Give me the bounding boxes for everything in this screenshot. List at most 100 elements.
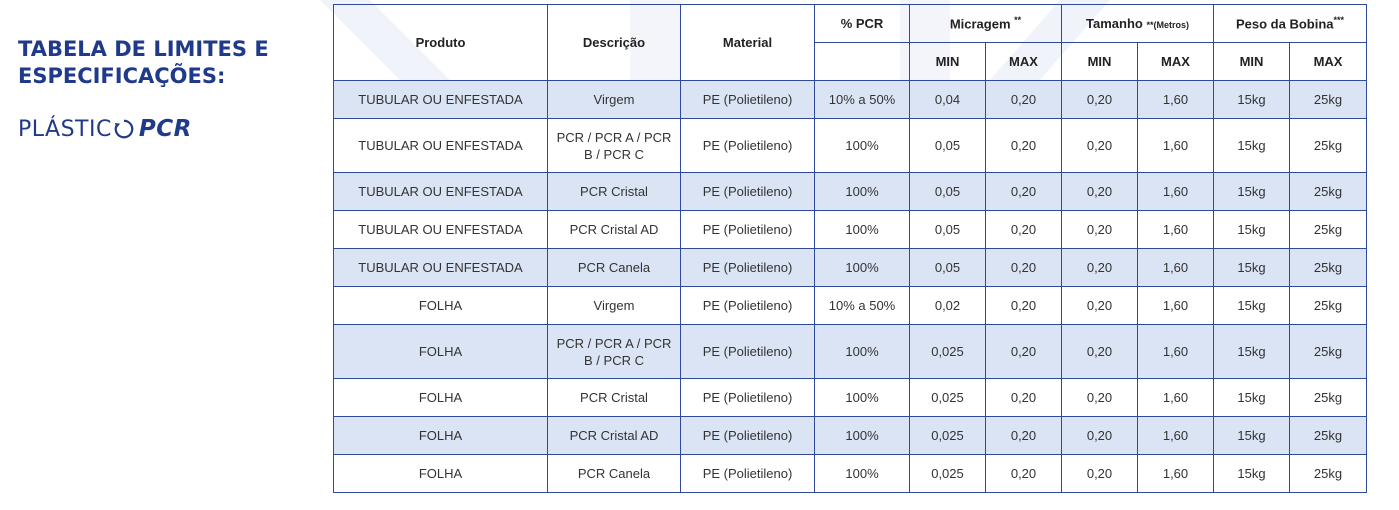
cell-tam-min: 0,20 <box>1061 248 1138 287</box>
cell-material: PE (Polietileno) <box>680 286 815 325</box>
cell-peso-max: 25kg <box>1288 118 1368 173</box>
cell-produto: TUBULAR OU ENFESTADA <box>333 248 548 287</box>
header-micragem: Micragem ** <box>909 4 1062 43</box>
cell-produto: FOLHA <box>333 416 548 455</box>
cell-descricao: Virgem <box>547 286 681 325</box>
cell-descricao: PCR / PCR A / PCR B / PCR C <box>547 324 681 379</box>
cell-mic-max: 0,20 <box>985 172 1062 211</box>
cell-tam-max: 1,60 <box>1137 118 1214 173</box>
header-tamanho-note: **(Metros) <box>1146 20 1189 30</box>
cell-tam-max: 1,60 <box>1137 210 1214 249</box>
cell-peso-min: 15kg <box>1213 172 1290 211</box>
cell-descricao-text: PCR Cristal AD <box>569 222 659 237</box>
table-row: TUBULAR OU ENFESTADA Virgem PE (Polietil… <box>333 80 1368 119</box>
table-row: FOLHA PCR Cristal AD PE (Polietileno) 10… <box>333 416 1368 455</box>
cell-tam-max: 1,60 <box>1137 80 1214 119</box>
cell-tam-max: 1,60 <box>1137 172 1214 211</box>
cell-tam-min: 0,20 <box>1061 286 1138 325</box>
cell-tam-min: 0,20 <box>1061 416 1138 455</box>
cell-pcr: 100% <box>814 172 910 211</box>
spec-table: Produto Descrição Material % PCR Micrage… <box>333 4 1368 493</box>
cell-tam-max: 1,60 <box>1137 454 1214 493</box>
page-title-line-1: TABELA DE LIMITES E <box>18 37 269 61</box>
cell-peso-min: 15kg <box>1213 454 1290 493</box>
cell-descricao: PCR Canela <box>547 454 681 493</box>
table-row: TUBULAR OU ENFESTADA PCR / PCR A / PCR B… <box>333 118 1368 173</box>
cell-mic-min: 0,025 <box>909 454 986 493</box>
cell-produto: FOLHA <box>333 286 548 325</box>
cell-descricao-text: PCR Cristal <box>580 390 648 405</box>
cell-pcr: 100% <box>814 454 910 493</box>
cell-peso-max: 25kg <box>1288 454 1368 493</box>
cell-produto: TUBULAR OU ENFESTADA <box>333 172 548 211</box>
cell-peso-min: 15kg <box>1213 210 1290 249</box>
cell-peso-max: 25kg <box>1288 172 1368 211</box>
cell-peso-max: 25kg <box>1288 210 1368 249</box>
cell-descricao: PCR / PCR A / PCR B / PCR C <box>547 118 681 173</box>
cell-tam-min: 0,20 <box>1061 172 1138 211</box>
cell-produto: TUBULAR OU ENFESTADA <box>333 118 548 173</box>
cell-material: PE (Polietileno) <box>680 416 815 455</box>
cell-pcr: 100% <box>814 416 910 455</box>
cell-peso-min: 15kg <box>1213 324 1290 379</box>
cell-tam-max: 1,60 <box>1137 324 1214 379</box>
header-tamanho-label: Tamanho <box>1086 16 1143 31</box>
table-row: TUBULAR OU ENFESTADA PCR Cristal PE (Pol… <box>333 172 1368 211</box>
cell-pcr: 100% <box>814 378 910 417</box>
cell-tam-min: 0,20 <box>1061 378 1138 417</box>
cell-tam-min: 0,20 <box>1061 454 1138 493</box>
brand-text-bold: PCR <box>138 116 192 142</box>
cell-tam-max: 1,60 <box>1137 416 1214 455</box>
cell-pcr: 10% a 50% <box>814 286 910 325</box>
header-produto: Produto <box>333 4 548 81</box>
header-mic-max: MAX <box>985 42 1062 81</box>
spec-table-body: TUBULAR OU ENFESTADA Virgem PE (Polietil… <box>333 80 1368 493</box>
cell-mic-max: 0,20 <box>985 248 1062 287</box>
cell-material: PE (Polietileno) <box>680 80 815 119</box>
cell-tam-max: 1,60 <box>1137 378 1214 417</box>
cell-produto: TUBULAR OU ENFESTADA <box>333 80 548 119</box>
cell-mic-min: 0,025 <box>909 416 986 455</box>
header-material: Material <box>680 4 815 81</box>
cell-pcr: 10% a 50% <box>814 80 910 119</box>
cell-mic-min: 0,05 <box>909 172 986 211</box>
header-peso-note: *** <box>1333 15 1345 26</box>
cell-peso-max: 25kg <box>1288 324 1368 379</box>
cell-peso-min: 15kg <box>1213 80 1290 119</box>
cell-peso-min: 15kg <box>1213 378 1290 417</box>
brand-text-light: PLÁSTIC <box>18 116 112 142</box>
cell-mic-min: 0,04 <box>909 80 986 119</box>
header-peso: Peso da Bobina*** <box>1212 4 1368 43</box>
header-descricao: Descrição <box>547 4 681 81</box>
header-peso-label: Peso da Bobina <box>1235 16 1334 32</box>
cell-pcr: 100% <box>814 324 910 379</box>
cell-produto: FOLHA <box>333 454 548 493</box>
brand-logo: PLÁSTIC PCR <box>18 116 308 142</box>
cell-mic-max: 0,20 <box>985 210 1062 249</box>
cell-pcr: 100% <box>814 210 910 249</box>
cell-mic-max: 0,20 <box>985 118 1062 173</box>
cell-produto: FOLHA <box>333 324 548 379</box>
cell-mic-min: 0,05 <box>909 118 986 173</box>
cell-produto: FOLHA <box>333 378 548 417</box>
cell-tam-min: 0,20 <box>1061 210 1138 249</box>
cell-peso-min: 15kg <box>1213 248 1290 287</box>
cell-pcr: 100% <box>814 118 910 173</box>
cell-mic-min: 0,05 <box>909 210 986 249</box>
cell-produto: TUBULAR OU ENFESTADA <box>333 210 548 249</box>
cell-descricao-text: Virgem <box>593 92 635 107</box>
table-row: FOLHA PCR / PCR A / PCR B / PCR C PE (Po… <box>333 324 1368 379</box>
header-micragem-note: ** <box>1014 15 1022 26</box>
cell-material: PE (Polietileno) <box>680 118 815 173</box>
header-tam-max: MAX <box>1137 42 1214 81</box>
cell-descricao-text: Virgem <box>593 298 635 313</box>
cell-descricao: PCR Cristal <box>547 172 681 211</box>
cell-mic-min: 0,05 <box>909 248 986 287</box>
cell-pcr: 100% <box>814 248 910 287</box>
cell-peso-min: 15kg <box>1213 416 1290 455</box>
cell-mic-max: 0,20 <box>985 324 1062 379</box>
cell-peso-min: 15kg <box>1213 118 1290 173</box>
cell-descricao-text: PCR / PCR A / PCR B / PCR C <box>556 335 672 368</box>
cell-tam-max: 1,60 <box>1137 248 1214 287</box>
header-tamanho: Tamanho **(Metros) <box>1061 4 1214 43</box>
